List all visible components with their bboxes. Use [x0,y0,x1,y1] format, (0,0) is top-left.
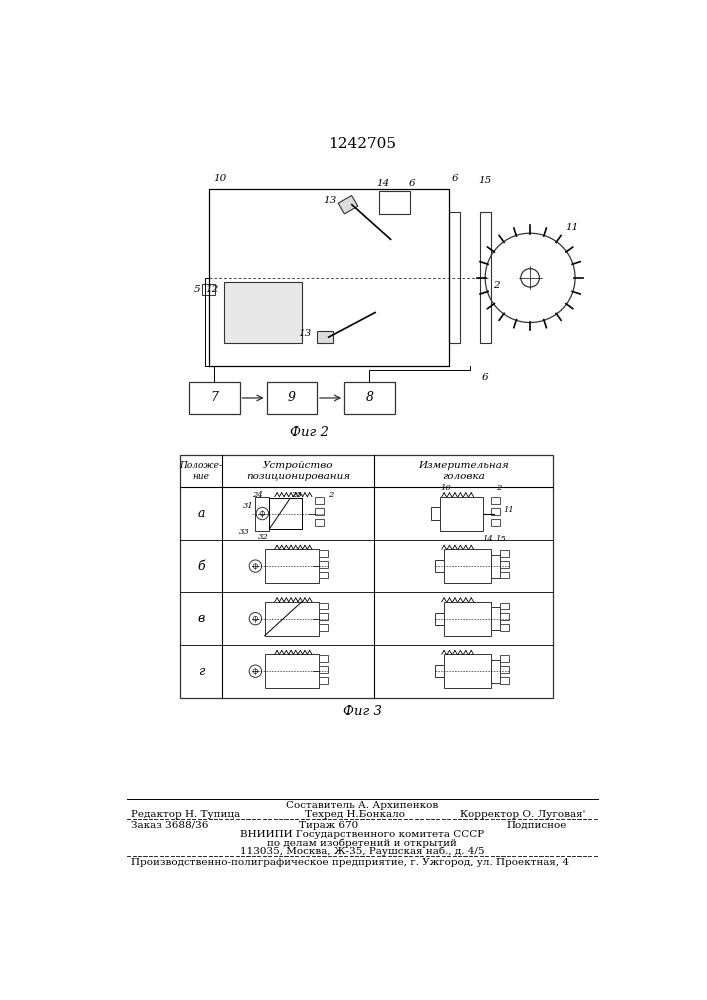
Bar [491,555,500,578]
Bar [224,282,301,343]
Bar [379,191,410,214]
Bar [319,550,328,557]
Bar [491,660,500,683]
Text: Подписное: Подписное [507,821,567,830]
Bar [344,382,395,414]
Text: 15: 15 [496,535,506,543]
Bar [319,666,328,673]
Bar [480,212,491,343]
Bar [315,497,325,504]
Text: 32: 32 [258,533,269,541]
Bar [500,613,509,620]
Text: 6: 6 [409,179,416,188]
Text: Тираж 670: Тираж 670 [299,821,358,830]
Text: 113035, Москва, Ж-35, Раушская наб., д. 4/5: 113035, Москва, Ж-35, Раушская наб., д. … [240,847,484,856]
Text: 1242705: 1242705 [328,137,396,151]
Text: 8: 8 [366,391,373,404]
Bar [500,550,509,557]
Text: 7: 7 [210,391,218,404]
Bar [319,561,328,568]
Bar [189,382,240,414]
Text: 2: 2 [328,491,334,499]
Text: Заказ 3688/36: Заказ 3688/36 [131,821,209,830]
Text: 10: 10 [440,484,451,492]
Bar [180,455,554,698]
Text: Измерительная
головка: Измерительная головка [418,461,509,481]
Text: Производственно-полиграфическое предприятие, г. Ужгород, ул. Проектная, 4: Производственно-полиграфическое предприя… [131,858,569,867]
Text: 11: 11 [504,506,515,514]
Text: 9: 9 [288,391,296,404]
Text: Корректор О. Луговая': Корректор О. Луговая' [460,810,586,819]
Text: 6: 6 [452,174,458,183]
Bar [435,665,444,677]
Bar [267,382,317,414]
Text: 12: 12 [206,285,219,294]
Text: 11: 11 [565,223,578,232]
Text: 2: 2 [496,484,501,492]
Text: по делам изобретений и открытий: по делам изобретений и открытий [267,838,457,848]
Text: 24: 24 [252,491,263,499]
Text: 14: 14 [483,535,493,543]
Bar [319,603,328,609]
Text: 14: 14 [376,179,390,188]
Bar [431,507,440,520]
Text: 13: 13 [323,196,337,205]
Bar [500,572,509,578]
Text: 10: 10 [214,174,227,183]
Bar [500,561,509,568]
Bar [444,549,491,583]
Bar [500,677,509,684]
Bar [491,497,500,504]
Text: 13: 13 [298,329,312,338]
Text: в: в [197,612,205,625]
Bar [264,602,319,636]
Bar [315,519,325,526]
Bar [435,560,444,572]
Text: ВНИИПИ Государственного комитета СССР: ВНИИПИ Государственного комитета СССР [240,830,484,839]
Bar [264,549,319,583]
Bar [440,497,483,531]
Bar [491,607,500,630]
Text: 25: 25 [291,491,301,499]
Text: 5: 5 [194,285,201,294]
Bar [202,284,215,295]
Text: 15: 15 [479,176,492,185]
Text: б: б [197,560,205,573]
Bar [319,572,328,578]
Text: Устройство
позиционирования: Устройство позиционирования [246,461,350,481]
Bar [491,519,500,526]
Text: 2: 2 [493,281,500,290]
Bar [435,613,444,625]
Text: Положе-
ние: Положе- ние [180,461,223,481]
Bar [500,603,509,609]
Text: Техред Н.Бонкало: Техред Н.Бонкало [305,810,405,819]
Text: г: г [198,665,204,678]
Text: 33: 33 [239,528,250,536]
Text: Редактор Н. Тупица: Редактор Н. Тупица [131,810,240,819]
Bar [444,654,491,688]
Bar [500,666,509,673]
Bar [319,624,328,631]
Bar [319,677,328,684]
Text: Фиг 2: Фиг 2 [290,426,329,439]
Bar [319,613,328,620]
Bar [444,602,491,636]
Bar [491,508,500,515]
Bar [338,196,358,214]
Text: Составитель А. Архипенков: Составитель А. Архипенков [286,801,438,810]
Text: 6: 6 [482,373,489,382]
Bar [319,655,328,662]
Text: а: а [197,507,205,520]
Bar [449,212,460,343]
Bar [255,497,269,531]
Bar [315,508,325,515]
Bar [317,331,332,343]
Text: 31: 31 [243,502,254,510]
Bar [500,624,509,631]
Text: Фиг 3: Фиг 3 [342,705,381,718]
Bar [500,655,509,662]
Bar [264,654,319,688]
